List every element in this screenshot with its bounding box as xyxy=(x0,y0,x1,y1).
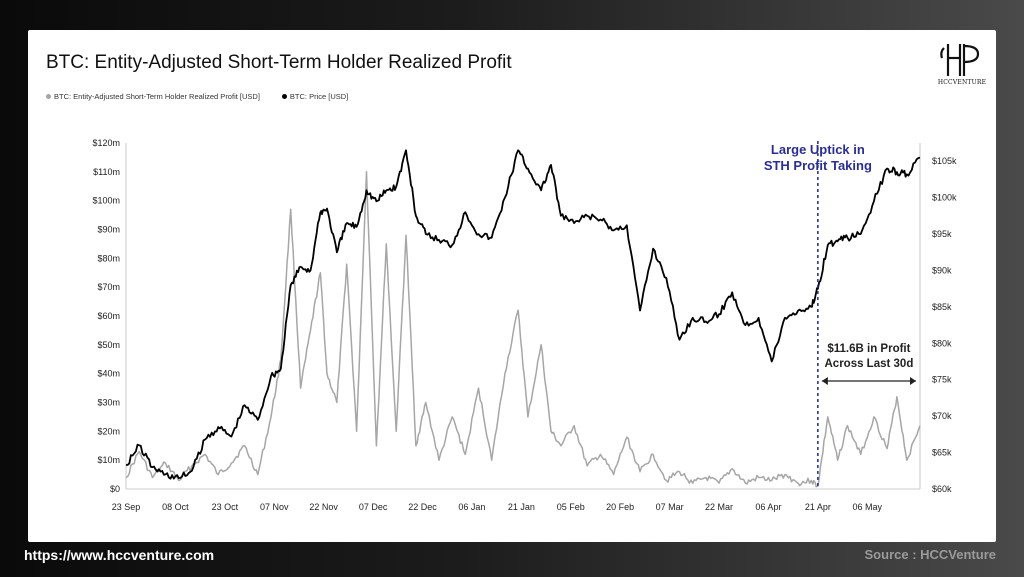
y-tick-label-left: $80m xyxy=(97,253,120,263)
y-tick-label-left: $90m xyxy=(97,225,120,235)
x-tick-label: 07 Mar xyxy=(656,502,684,512)
y-tick-label-right: $75k xyxy=(932,375,952,385)
x-tick-label: 21 Jan xyxy=(508,502,535,512)
footer-url-link[interactable]: https://www.hccventure.com xyxy=(24,547,215,563)
y-tick-label-right: $105k xyxy=(932,156,957,166)
y-tick-label-left: $30m xyxy=(97,398,120,408)
y-tick-label-left: $0 xyxy=(110,484,120,494)
y-tick-label-left: $20m xyxy=(97,426,120,436)
y-tick-label-right: $95k xyxy=(932,229,952,239)
chart-title: BTC: Entity-Adjusted Short-Term Holder R… xyxy=(46,52,512,73)
y-tick-label-right: $70k xyxy=(932,411,952,421)
y-tick-label-left: $70m xyxy=(97,282,120,292)
series-line-profit xyxy=(125,171,921,488)
annotation-uptick-label: STH Profit Taking xyxy=(764,158,872,173)
x-tick-label: 06 May xyxy=(853,502,883,512)
legend-label-profit: BTC: Entity-Adjusted Short-Term Holder R… xyxy=(54,92,260,101)
chart-plot: $0 $10m $20m $30m $40m $50m $60m $70m $80m $90m $1… xyxy=(92,138,957,512)
y-tick-label-left: $10m xyxy=(97,455,120,465)
y-tick-label-right: $60k xyxy=(932,484,952,494)
x-tick-label: 22 Nov xyxy=(309,502,338,512)
x-tick-label: 06 Apr xyxy=(755,502,781,512)
hcc-logo-mark-icon xyxy=(940,44,980,76)
arrow-left-icon xyxy=(821,377,828,385)
y-tick-label-left: $110m xyxy=(93,167,120,177)
x-tick-label: 06 Jan xyxy=(458,502,485,512)
legend-dot-price xyxy=(281,94,287,99)
x-tick-label: 05 Feb xyxy=(557,502,585,512)
x-tick-label: 22 Dec xyxy=(408,502,437,512)
y-tick-label-left: $100m xyxy=(92,196,120,206)
annotation-profit-label: $11.6B in Profit xyxy=(827,343,910,355)
x-tick-label: 21 Apr xyxy=(805,502,831,512)
y-tick-label-right: $65k xyxy=(932,448,952,458)
y-tick-label-right: $85k xyxy=(932,302,952,312)
footer-source: Source : HCCVenture xyxy=(864,547,996,562)
x-tick-label: 08 Oct xyxy=(162,502,189,512)
logo-wordmark: HCCVENTURE xyxy=(937,79,987,86)
chart-card: BTC: Entity-Adjusted Short-Term Holder R… xyxy=(28,30,996,542)
annotation-uptick-label: Large Uptick in xyxy=(771,142,865,157)
hccventure-logo: HCCVENTURE xyxy=(936,42,988,92)
y-tick-label-left: $120m xyxy=(92,138,120,148)
y-tick-label-left: $60m xyxy=(97,311,120,321)
series-line-price xyxy=(125,149,921,480)
y-tick-label-right: $100k xyxy=(932,193,957,203)
x-tick-label: 07 Dec xyxy=(359,502,388,512)
y-tick-label-right: $80k xyxy=(932,338,952,348)
legend-label-price: BTC: Price [USD] xyxy=(289,92,349,101)
x-tick-label: 20 Feb xyxy=(606,502,634,512)
annotation-profit-label: Across Last 30d xyxy=(825,358,914,370)
y-tick-label-left: $50m xyxy=(97,340,120,350)
legend-dot-profit xyxy=(46,94,51,99)
y-tick-label-right: $90k xyxy=(932,265,952,275)
y-tick-label-left: $40m xyxy=(97,369,120,379)
x-tick-label: 23 Oct xyxy=(212,502,239,512)
legend-item-profit: BTC: Entity-Adjusted Short-Term Holder R… xyxy=(46,92,260,101)
x-tick-label: 07 Nov xyxy=(260,502,289,512)
legend-item-price: BTC: Price [USD] xyxy=(281,92,349,101)
arrow-right-icon xyxy=(910,377,916,385)
x-tick-label: 23 Sep xyxy=(112,502,141,512)
x-tick-label: 22 Mar xyxy=(705,502,733,512)
chart-legend: BTC: Entity-Adjusted Short-Term Holder R… xyxy=(46,92,348,101)
